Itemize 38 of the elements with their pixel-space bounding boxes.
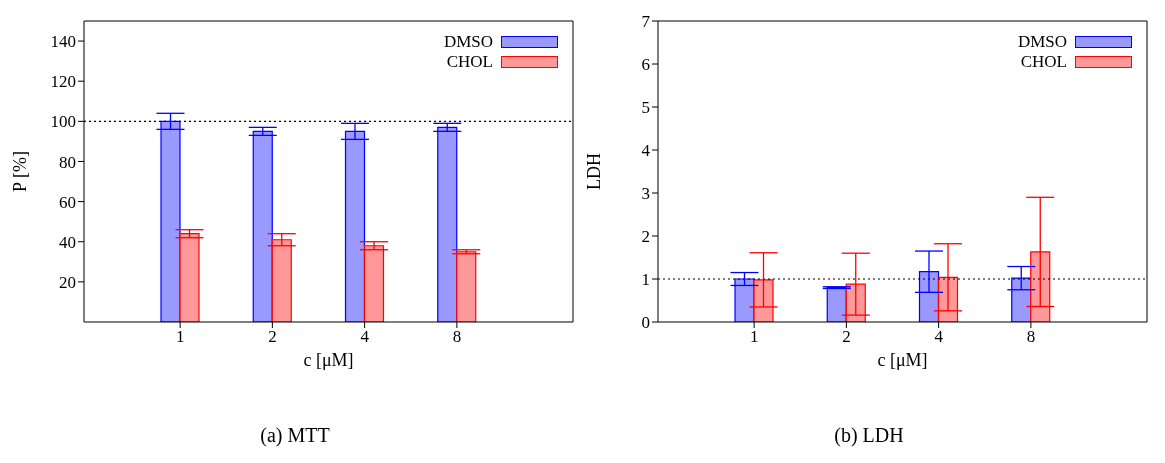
legend-label: CHOL — [1020, 52, 1067, 72]
y-tick-label: 4 — [641, 141, 651, 161]
text: (b) LDH — [833, 424, 905, 447]
x-tick-label: 1 — [175, 327, 185, 347]
y-tick-label: 120 — [50, 72, 76, 92]
y-axis-title: LDH — [584, 153, 605, 190]
x-axis-title: c [μM] — [303, 350, 354, 370]
text: (a) MTT — [259, 424, 331, 447]
x-tick-label: 1 — [749, 327, 759, 347]
bar — [179, 233, 200, 322]
legend-label: DMSO — [443, 32, 493, 52]
x-tick-label: 2 — [268, 327, 277, 347]
x-tick-label: 2 — [842, 327, 851, 347]
y-tick-label: 5 — [641, 98, 650, 118]
x-tick-label: 4 — [934, 327, 944, 347]
bar — [252, 130, 273, 322]
y-tick-label: 20 — [59, 272, 76, 292]
legend-label: CHOL — [446, 52, 493, 72]
y-tick-label: 40 — [59, 232, 76, 252]
x-axis-title: c [μM] — [877, 350, 928, 370]
x-tick-label: 8 — [1026, 327, 1036, 347]
y-tick-label: 100 — [50, 112, 76, 132]
y-axis-title: P [%] — [10, 151, 31, 192]
y-tick-label: 6 — [641, 55, 650, 75]
bar — [456, 251, 477, 322]
bar — [437, 126, 458, 322]
y-tick-label: 3 — [641, 184, 650, 204]
y-tick-label: 7 — [641, 12, 651, 32]
y-tick-label: 60 — [59, 192, 76, 212]
y-tick-label: 0 — [641, 313, 650, 333]
x-tick-label: 4 — [360, 327, 370, 347]
bar — [363, 245, 385, 322]
y-tick-label: 1 — [641, 270, 650, 290]
y-tick-label: 2 — [641, 227, 650, 247]
legend-label: DMSO — [1017, 32, 1067, 52]
y-tick-label: 80 — [59, 152, 76, 172]
y-tick-label: 140 — [50, 32, 76, 52]
x-tick-label: 8 — [452, 327, 462, 347]
